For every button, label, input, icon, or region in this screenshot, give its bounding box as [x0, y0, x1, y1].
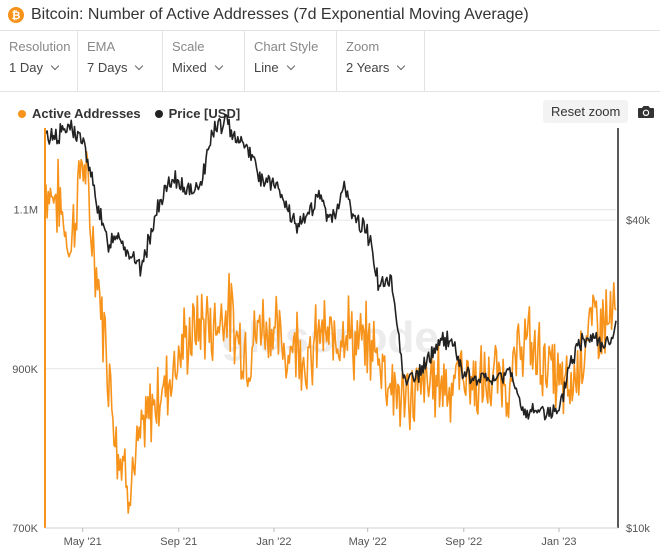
ema-dropdown[interactable]: EMA 7 Days — [78, 31, 163, 91]
camera-icon[interactable] — [637, 104, 655, 119]
reset-zoom-button[interactable]: Reset zoom — [543, 100, 629, 123]
page-title: Bitcoin: Number of Active Addresses (7d … — [31, 6, 529, 23]
active-addresses-line — [45, 151, 617, 514]
x-tick-label: Jan '22 — [256, 536, 291, 548]
legend-dot-icon — [154, 109, 163, 118]
zoom-label: Zoom — [346, 39, 380, 54]
bitcoin-icon: ₿ — [8, 7, 24, 23]
y-left-tick-label: 1.1M — [14, 205, 38, 217]
x-tick-label: May '21 — [64, 536, 102, 548]
legend-item-active-addresses[interactable]: Active Addresses — [18, 106, 141, 121]
scale-label: Scale — [172, 39, 205, 54]
y-right-tick-label: $40k — [626, 215, 650, 227]
x-axis-ticks: May '21 Sep '21 Jan '22 May '22 Sep '22 Jan '… — [64, 528, 577, 548]
x-tick-label: Jan '23 — [541, 536, 576, 548]
chart-style-dropdown[interactable]: Chart Style Line — [245, 31, 337, 91]
series-price — [45, 114, 617, 421]
y-axis-left-ticks: 700K 900K 1.1M — [12, 205, 38, 535]
legend-label: Price [USD] — [168, 106, 241, 121]
x-tick-label: Sep '21 — [160, 536, 197, 548]
y-right-tick-label: $10k — [626, 523, 650, 535]
series-active-addresses — [45, 151, 617, 514]
resolution-label: Resolution — [9, 39, 71, 54]
chart-style-value: Line — [254, 60, 279, 75]
legend-dot-icon — [18, 109, 26, 118]
ema-value: 7 Days — [87, 60, 128, 75]
legend-item-price[interactable]: Price [USD] — [154, 106, 241, 121]
ema-label: EMA — [87, 39, 116, 54]
y-axis-right-ticks: $10k $40k — [626, 215, 650, 535]
scale-value: Mixed — [172, 60, 207, 75]
chart-controls: Resolution 1 Day EMA 7 Days Scale Mixed … — [0, 31, 660, 92]
y-left-tick-label: 900K — [12, 364, 38, 376]
scale-dropdown[interactable]: Scale Mixed — [163, 31, 245, 91]
chart-legend: Active Addresses Price [USD] — [18, 106, 254, 121]
chart-header: ₿ Bitcoin: Number of Active Addresses (7… — [0, 0, 660, 31]
x-tick-label: Sep '22 — [445, 536, 482, 548]
zoom-dropdown[interactable]: Zoom 2 Years — [337, 31, 425, 91]
chart-style-label: Chart Style — [254, 39, 319, 54]
price-line — [45, 114, 617, 421]
zoom-value: 2 Years — [346, 60, 390, 75]
x-tick-label: May '22 — [349, 536, 387, 548]
y-left-tick-label: 700K — [12, 523, 38, 535]
resolution-value: 1 Day — [9, 60, 43, 75]
legend-label: Active Addresses — [32, 106, 141, 121]
resolution-dropdown[interactable]: Resolution 1 Day — [0, 31, 78, 91]
